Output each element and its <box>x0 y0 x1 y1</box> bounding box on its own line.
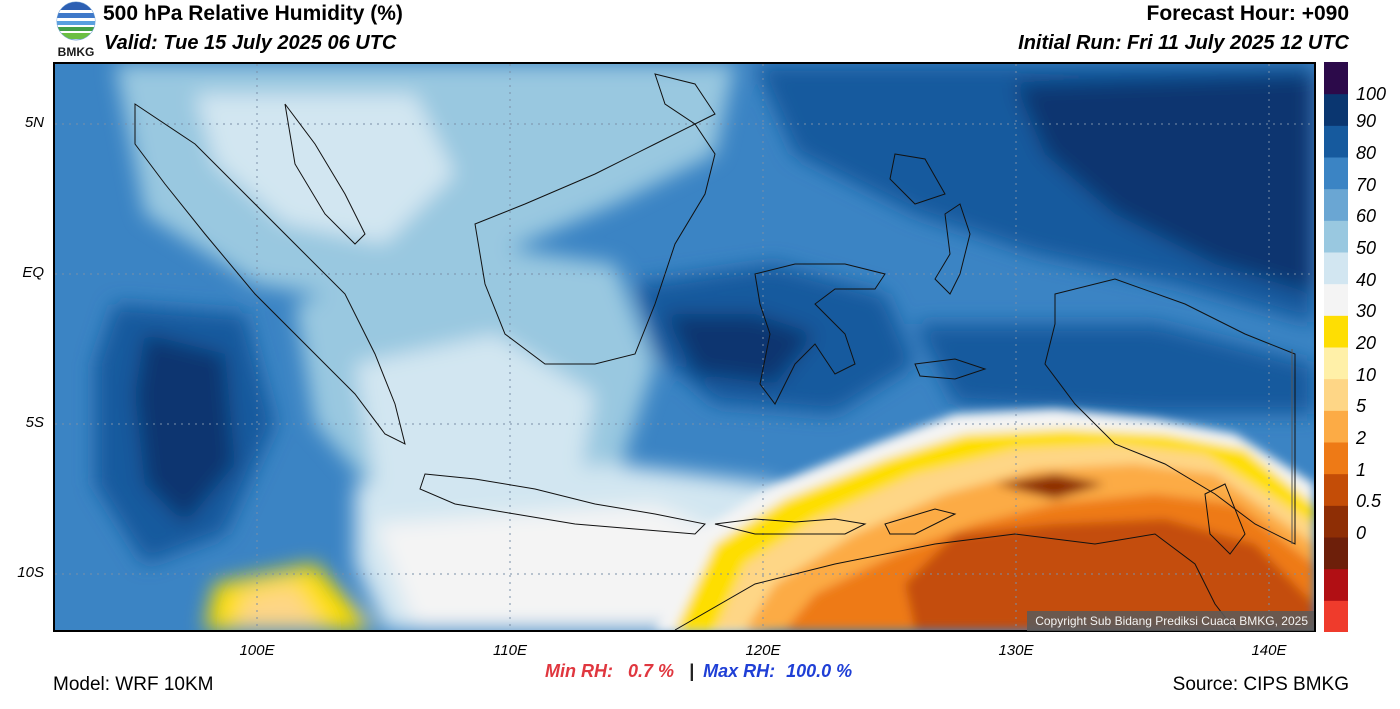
initial-run: Initial Run: Fri 11 July 2025 12 UTC <box>1018 32 1349 54</box>
colorbar-label: 20 <box>1356 333 1377 353</box>
colorbar-swatch <box>1324 410 1348 443</box>
colorbar-label: 2 <box>1356 428 1367 448</box>
min-rh-value: 0.7 % <box>628 661 675 681</box>
seram-coast <box>914 358 987 380</box>
lat-label-10s: 10S <box>17 564 44 581</box>
colorbar-label: 50 <box>1356 238 1377 258</box>
colorbar-swatch <box>1324 537 1348 570</box>
chart-title: 500 hPa Relative Humidity (%) <box>103 2 403 25</box>
bmkg-logo-icon <box>56 1 96 41</box>
borneo-coast <box>474 123 716 365</box>
colorbar-label: 10 <box>1356 364 1377 385</box>
colorbar-label: 100 <box>1356 83 1387 104</box>
humidity-map-canvas <box>55 64 1314 630</box>
forecast-hour: Forecast Hour: +090 <box>1146 2 1350 25</box>
min-max-separator: | <box>689 661 695 681</box>
copyright-note: Copyright Sub Bidang Prediksi Cuaca BMKG… <box>1027 611 1314 631</box>
max-rh-label: Max RH: <box>703 661 776 681</box>
min-rh-label: Min RH: <box>545 661 613 681</box>
colorbar-label: 40 <box>1356 269 1377 290</box>
colorbar-swatch <box>1324 283 1348 316</box>
lon-label-140e: 140E <box>1251 642 1287 659</box>
data-source: Source: CIPS BMKG <box>1172 674 1349 695</box>
sulawesi-coast <box>754 263 886 405</box>
colorbar-swatch <box>1324 93 1348 126</box>
colorbar-swatch <box>1324 252 1348 285</box>
cape-york-coast <box>1204 483 1246 555</box>
mindanao-coast <box>889 153 946 205</box>
colorbar-swatch <box>1324 568 1348 601</box>
java-coast <box>419 473 707 535</box>
colorbar-swatch <box>1324 600 1348 633</box>
colorbar-swatch <box>1324 188 1348 221</box>
lat-label-5n: 5N <box>24 114 44 131</box>
colorbar-swatch <box>1324 315 1348 348</box>
coastlines <box>134 73 1296 630</box>
colorbar-swatch <box>1324 220 1348 253</box>
colorbar-swatches <box>1324 62 1348 633</box>
colorbar-label: 70 <box>1356 174 1377 195</box>
colorbar-swatch <box>1324 157 1348 190</box>
malay-peninsula-coast <box>284 103 366 245</box>
bmkg-logo: BMKG <box>52 0 100 60</box>
colorbar-swatch <box>1324 442 1348 475</box>
australia-coast <box>674 533 1236 630</box>
sumatra-coast <box>134 103 406 445</box>
logo-text: BMKG <box>57 45 95 59</box>
halmahera-coast <box>934 203 971 295</box>
lon-label-130e: 130E <box>998 642 1034 659</box>
colorbar-label: 1 <box>1356 459 1367 480</box>
colorbar-label: 0 <box>1356 523 1367 543</box>
timor-coast <box>884 508 957 535</box>
colorbar-label: 5 <box>1356 396 1367 417</box>
colorbar-swatch <box>1324 347 1348 380</box>
model-name: Model: WRF 10KM <box>53 674 214 695</box>
colorbar-label: 30 <box>1356 301 1377 322</box>
valid-time: Valid: Tue 15 July 2025 06 UTC <box>104 32 397 54</box>
lon-label-120e: 120E <box>745 642 781 659</box>
colorbar-swatch <box>1324 62 1348 95</box>
rh-min-max: Min RH: 0.7 % | Max RH: 100.0 % <box>545 661 852 682</box>
colorbar-label: 60 <box>1356 206 1377 227</box>
humidity-map <box>53 62 1316 632</box>
colorbar-swatch <box>1324 473 1348 506</box>
lat-label-5s: 5S <box>25 414 44 431</box>
colorbar-label: 0.5 <box>1356 491 1382 512</box>
lon-label-110e: 110E <box>493 642 527 659</box>
colorbar-label: 80 <box>1356 143 1377 163</box>
lat-label-eq: EQ <box>22 264 44 281</box>
dry-region <box>655 409 1314 630</box>
colorbar-swatch <box>1324 505 1348 538</box>
lon-label-100e: 100E <box>239 642 275 659</box>
palawan-coast <box>654 73 716 125</box>
nusa-tenggara-coast <box>714 518 867 535</box>
colorbar-swatch <box>1324 125 1348 158</box>
colorbar-swatch <box>1324 378 1348 411</box>
max-rh-value: 100.0 % <box>786 661 853 681</box>
colorbar <box>1324 62 1348 633</box>
colorbar-label: 90 <box>1356 111 1377 132</box>
